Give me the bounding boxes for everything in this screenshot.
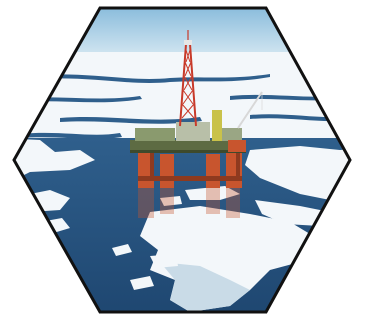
deck-module [176,122,210,141]
ice-floe [150,254,178,268]
hexagon-border [12,6,352,314]
ice-floe-shade [160,262,250,312]
deck-module [135,128,175,141]
deck-module [222,128,242,141]
deck [130,140,246,152]
platform-leg [206,154,220,188]
derrick [179,30,197,127]
oil-platform [130,30,263,188]
stack [212,110,222,141]
ice-floe-left [14,138,95,182]
ice-floe [130,276,154,290]
pontoon [138,176,242,181]
deck-module [228,140,246,152]
platform-leg [160,154,174,188]
ice-floe [160,196,182,206]
rig-reflection [138,188,240,218]
crane-boom [237,91,263,129]
ice-floe [185,186,240,200]
ice-floe [112,244,132,256]
ice-floe [255,200,330,226]
